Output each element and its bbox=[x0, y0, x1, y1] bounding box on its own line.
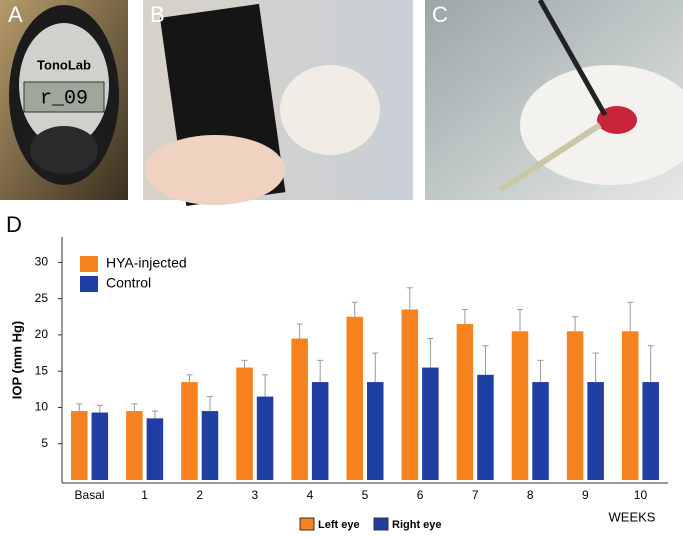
bar bbox=[71, 411, 88, 480]
panel-label: A bbox=[8, 2, 23, 27]
bar bbox=[532, 382, 549, 480]
legend-swatch bbox=[80, 276, 98, 292]
photo-b bbox=[143, 0, 413, 206]
bar bbox=[126, 411, 143, 480]
y-tick-label: 25 bbox=[35, 291, 49, 305]
y-tick-label: 15 bbox=[35, 363, 49, 377]
bar bbox=[587, 382, 604, 480]
bar bbox=[456, 324, 474, 480]
bar bbox=[401, 309, 419, 480]
photo-c bbox=[425, 0, 683, 200]
bar bbox=[422, 367, 439, 480]
x-tick-label: 4 bbox=[307, 488, 314, 502]
x-tick-label: 2 bbox=[196, 488, 203, 502]
y-tick-label: 30 bbox=[35, 255, 49, 269]
legend-label: Left eye bbox=[318, 519, 360, 531]
legend-swatch bbox=[373, 517, 389, 531]
bar bbox=[346, 316, 363, 480]
device-brand: TonoLab bbox=[37, 57, 91, 72]
photo-a: TonoLab r_09 bbox=[0, 0, 128, 200]
x-tick-label: 6 bbox=[417, 488, 424, 502]
y-tick-label: 10 bbox=[35, 400, 49, 414]
x-tick-label: Basal bbox=[75, 488, 105, 502]
panel-label: C bbox=[432, 2, 448, 27]
x-tick-label: 7 bbox=[472, 488, 479, 502]
bar bbox=[146, 418, 164, 480]
bar bbox=[201, 411, 219, 480]
y-tick-label: 5 bbox=[41, 436, 48, 450]
panel-label: B bbox=[150, 2, 165, 27]
bar bbox=[291, 338, 308, 480]
bar bbox=[367, 382, 384, 480]
x-tick-label: 5 bbox=[362, 488, 369, 502]
x-tick-label: 8 bbox=[527, 488, 534, 502]
x-tick-label: 10 bbox=[634, 488, 648, 502]
bar bbox=[511, 331, 529, 480]
panel-label: D bbox=[6, 212, 22, 237]
bar bbox=[642, 382, 659, 480]
legend-label: Control bbox=[106, 275, 151, 291]
bar bbox=[236, 367, 253, 480]
bar bbox=[181, 382, 198, 480]
device-reading: r_09 bbox=[40, 87, 88, 110]
bar bbox=[256, 396, 274, 480]
bar bbox=[91, 412, 109, 480]
x-tick-label: 3 bbox=[251, 488, 258, 502]
bar bbox=[566, 331, 584, 480]
bar bbox=[311, 382, 329, 480]
x-axis-label: WEEKS bbox=[609, 509, 656, 524]
legend-swatch bbox=[80, 256, 98, 272]
legend-swatch bbox=[299, 517, 315, 531]
y-tick-label: 20 bbox=[35, 327, 49, 341]
legend-label: HYA-injected bbox=[106, 255, 187, 271]
legend-label: Right eye bbox=[392, 519, 442, 531]
bar bbox=[621, 331, 639, 480]
y-axis-label: IOP (mm Hg) bbox=[9, 321, 24, 400]
bar bbox=[477, 374, 494, 480]
x-tick-label: 9 bbox=[582, 488, 589, 502]
x-tick-label: 1 bbox=[141, 488, 148, 502]
